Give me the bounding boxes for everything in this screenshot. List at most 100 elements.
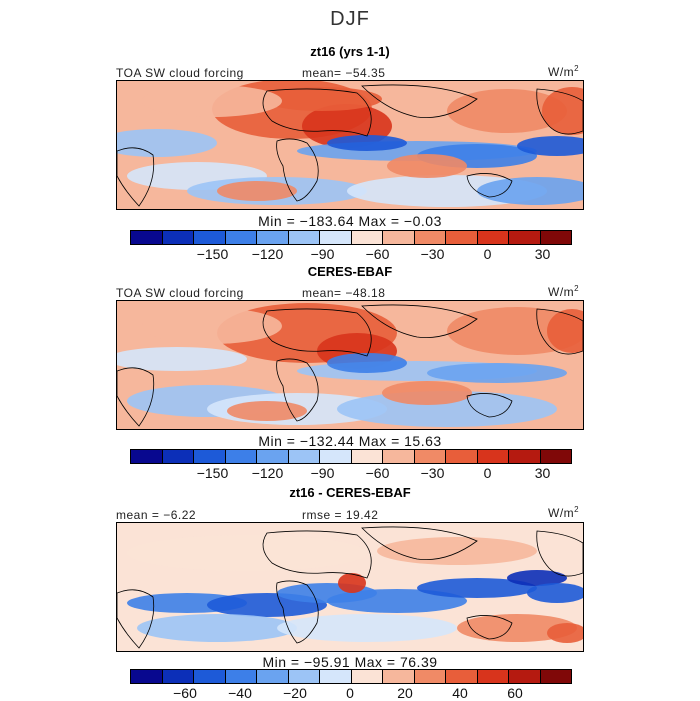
colorbar-segment	[509, 450, 541, 463]
colorbar-tick-label: −30	[420, 465, 445, 481]
panel-2-minmax: Min = −132.44 Max = 15.63	[258, 433, 442, 449]
panel-1-map	[116, 80, 584, 210]
map-field	[117, 81, 583, 209]
panel-1-colorbar	[130, 230, 572, 245]
colorbar-segment	[414, 670, 446, 683]
colorbar-segment	[446, 231, 478, 244]
colorbar-tick-label: −60	[365, 465, 390, 481]
map-contour-region	[417, 578, 537, 598]
panel-2-units: W/m2	[548, 284, 580, 299]
coastline	[466, 173, 513, 198]
colorbar-segment	[131, 450, 163, 463]
colorbar-tick-label: 20	[397, 685, 413, 701]
colorbar-segment	[194, 231, 226, 244]
coastline	[466, 615, 513, 640]
colorbar-segment	[225, 231, 257, 244]
colorbar-segment	[194, 670, 226, 683]
panel-1-minmax: Min = −183.64 Max = −0.03	[258, 213, 442, 229]
coastline	[466, 393, 513, 418]
panel-3-colorbar	[130, 669, 572, 684]
colorbar-tick-label: −30	[420, 246, 445, 262]
colorbar-tick-label: 30	[534, 465, 551, 481]
colorbar-tick-label: 60	[507, 685, 523, 701]
map-contour-region	[527, 583, 583, 603]
map-contour-region	[117, 347, 247, 371]
colorbar-tick-label: 0	[346, 685, 354, 701]
colorbar-tick-label: −90	[310, 465, 335, 481]
coastline	[361, 304, 478, 338]
map-contour-region	[517, 136, 583, 156]
colorbar-segment	[414, 231, 446, 244]
panel-3-rmse: rmse = 19.42	[302, 508, 379, 522]
colorbar-segment	[320, 670, 352, 683]
panel-3-title: zt16 - CERES-EBAF	[289, 485, 411, 500]
colorbar-segment	[351, 231, 383, 244]
map-contour-region	[327, 135, 407, 151]
colorbar-segment	[131, 670, 163, 683]
coastline	[361, 526, 478, 560]
map-field	[117, 523, 583, 651]
map-contour-region	[447, 307, 583, 355]
colorbar-tick-label: 0	[483, 246, 492, 262]
map-contour-region	[377, 537, 537, 565]
coastline	[536, 308, 583, 355]
panel-1-units: W/m2	[548, 64, 580, 79]
colorbar-segment	[162, 231, 194, 244]
colorbar-segment	[383, 231, 415, 244]
map-contour-region	[227, 401, 307, 421]
coastline	[276, 580, 319, 644]
colorbar-tick-label: −60	[173, 685, 197, 701]
map-contour-region	[142, 308, 282, 344]
panel-2-mean: mean= −48.18	[302, 286, 386, 300]
map-contour-region	[382, 381, 472, 405]
map-contour-region	[547, 623, 583, 643]
panel-3-map	[116, 522, 584, 652]
colorbar-segment	[509, 231, 541, 244]
coastline	[117, 147, 155, 207]
coastline	[117, 589, 155, 649]
colorbar-segment	[288, 450, 320, 463]
colorbar-tick-label: −150	[196, 465, 229, 481]
map-contour-region	[427, 363, 567, 383]
colorbar-tick-label: −120	[251, 246, 284, 262]
colorbar-segment	[540, 670, 571, 683]
colorbar-segment	[194, 450, 226, 463]
colorbar-segment	[383, 450, 415, 463]
panel-2-title: CERES-EBAF	[307, 264, 393, 279]
colorbar-segment	[540, 231, 571, 244]
colorbar-segment	[477, 450, 509, 463]
map-contour-region	[127, 535, 367, 571]
panel-2-map	[116, 300, 584, 430]
map-contour-region	[117, 129, 217, 157]
colorbar-segment	[225, 670, 257, 683]
map-contour-region	[262, 87, 382, 111]
coastline	[262, 530, 372, 579]
colorbar-segment	[446, 670, 478, 683]
coastline	[536, 530, 583, 577]
panel-3-mean: mean = −6.22	[116, 508, 197, 522]
map-contour-region	[277, 614, 457, 642]
coastline	[276, 358, 319, 422]
map-contour-region	[142, 85, 282, 117]
colorbar-tick-label: −90	[310, 246, 335, 262]
colorbar-segment	[162, 670, 194, 683]
colorbar-segment	[509, 670, 541, 683]
colorbar-segment	[477, 670, 509, 683]
colorbar-segment	[225, 450, 257, 463]
map-contour-region	[457, 614, 577, 642]
coastline	[262, 88, 372, 137]
colorbar-segment	[257, 670, 289, 683]
colorbar-segment	[288, 231, 320, 244]
colorbar-segment	[351, 670, 383, 683]
panel-3-minmax: Min = −95.91 Max = 76.39	[262, 654, 438, 670]
map-contour-region	[477, 177, 583, 205]
colorbar-segment	[414, 450, 446, 463]
colorbar-segment	[162, 450, 194, 463]
coastline	[536, 88, 583, 135]
map-contour-region	[217, 181, 297, 201]
panel-1-field-label: TOA SW cloud forcing	[116, 66, 244, 80]
colorbar-tick-label: 0	[483, 465, 492, 481]
map-contour-region	[327, 589, 467, 613]
colorbar-tick-label: −120	[251, 465, 284, 481]
colorbar-segment	[446, 450, 478, 463]
